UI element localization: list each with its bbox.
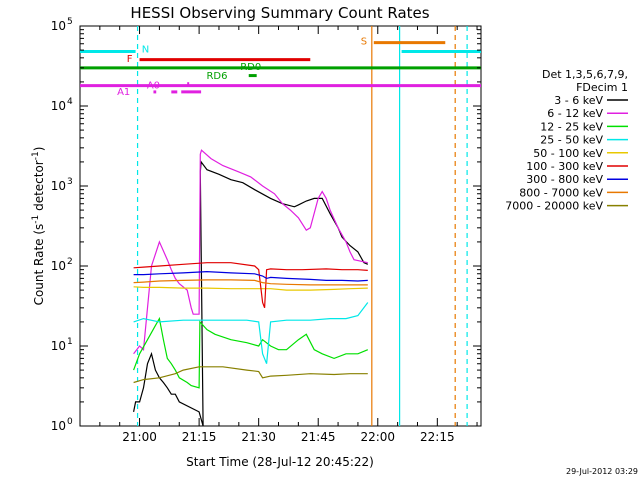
legend-label-4: 50 - 100 keV bbox=[533, 147, 603, 160]
y-axis-label-mid: detector bbox=[32, 160, 46, 215]
legend-header-1: Det 1,3,5,6,7,9, bbox=[542, 68, 628, 81]
flag-label-6: A0 bbox=[147, 81, 160, 92]
x-tick-label-2: 21:30 bbox=[241, 430, 276, 444]
y-tick-exp-5: 5 bbox=[67, 17, 73, 27]
y-tick-label-3: 10 bbox=[51, 179, 66, 193]
timestamp: 29-Jul-2012 03:29 bbox=[566, 467, 638, 476]
series-line-1 bbox=[133, 149, 368, 355]
series-line-3 bbox=[133, 302, 369, 364]
x-tick-label-5: 22:15 bbox=[420, 430, 455, 444]
x-tick-label-0: 21:00 bbox=[122, 430, 157, 444]
flag-label-2: S bbox=[361, 36, 367, 47]
y-tick-label-4: 10 bbox=[51, 99, 66, 113]
y-tick-label-0: 10 bbox=[51, 419, 66, 433]
series-line-8 bbox=[133, 366, 368, 384]
y-tick-label-1: 10 bbox=[51, 339, 66, 353]
x-tick-label-1: 21:15 bbox=[182, 430, 217, 444]
flag-label-4: RD6 bbox=[206, 71, 227, 82]
y-tick-exp-3: 3 bbox=[67, 177, 73, 187]
x-tick-label-4: 22:00 bbox=[360, 430, 395, 444]
chart-title: HESSI Observing Summary Count Rates bbox=[130, 4, 429, 22]
flag-bars: NF S RD0 RD6 A1 A0 bbox=[80, 36, 481, 98]
legend-header-2: FDecim 1 bbox=[576, 81, 628, 94]
series-line-0 bbox=[133, 160, 369, 427]
y-tick-exp-2: 2 bbox=[67, 257, 73, 267]
legend-label-2: 12 - 25 keV bbox=[540, 120, 603, 133]
legend-label-6: 300 - 800 keV bbox=[526, 173, 603, 186]
legend-label-0: 3 - 6 keV bbox=[554, 94, 603, 107]
series-line-4 bbox=[133, 286, 368, 291]
y-tick-label-5: 10 bbox=[51, 19, 66, 33]
legend-label-1: 6 - 12 keV bbox=[547, 107, 603, 120]
plot-frame bbox=[79, 25, 482, 427]
y-axis-label-sup: -1 bbox=[31, 215, 41, 224]
y-axis-label-sup2: -1 bbox=[31, 151, 41, 160]
flag-label-1: F bbox=[127, 54, 133, 65]
y-axis-label: Count Rate (s-1 detector-1) bbox=[31, 147, 46, 306]
x-tick-label-3: 21:45 bbox=[301, 430, 336, 444]
legend-label-3: 25 - 50 keV bbox=[540, 134, 603, 147]
flag-label-0: N bbox=[142, 45, 149, 56]
y-axis-label-main: Count Rate (s bbox=[32, 224, 46, 306]
series-lines bbox=[133, 149, 369, 427]
series-line-7 bbox=[133, 279, 368, 286]
x-axis-ticks: 21:00 21:15 21:30 21:45 22:00 22:15 bbox=[79, 26, 478, 444]
series-line-2 bbox=[133, 316, 369, 389]
flag-label-3: RD0 bbox=[240, 62, 261, 73]
x-axis-label: Start Time (28-Jul-12 20:45:22) bbox=[186, 455, 374, 469]
y-axis-label-end: ) bbox=[32, 147, 46, 152]
y-tick-exp-4: 4 bbox=[67, 97, 73, 107]
legend-label-7: 800 - 7000 keV bbox=[519, 186, 603, 199]
flag-label-5: A1 bbox=[117, 87, 130, 98]
y-tick-exp-0: 0 bbox=[67, 417, 73, 427]
series-line-5 bbox=[133, 262, 368, 309]
y-tick-exp-1: 1 bbox=[67, 337, 73, 347]
legend-label-8: 7000 - 20000 keV bbox=[505, 200, 603, 213]
legend-label-5: 100 - 300 keV bbox=[526, 160, 603, 173]
y-tick-label-2: 10 bbox=[51, 259, 66, 273]
series-line-6 bbox=[133, 270, 368, 282]
